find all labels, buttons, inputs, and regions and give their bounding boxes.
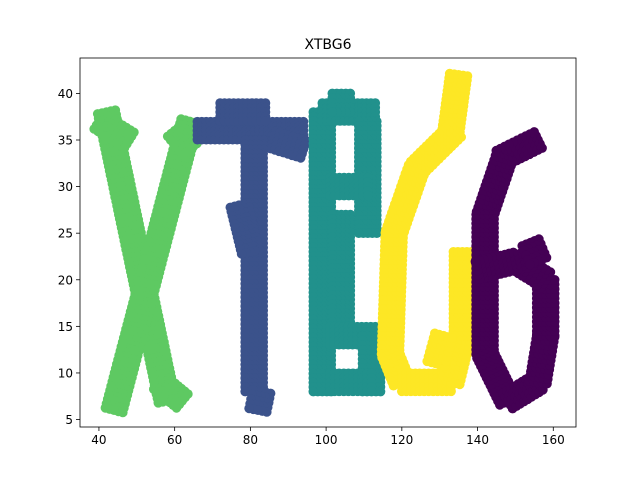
data-point — [327, 107, 338, 117]
axes: 40 60 80 100 120 140 160 5 10 15 20 25 30 35 40 — [58, 57, 577, 447]
y-tick-label: 20 — [58, 273, 73, 287]
data-point — [525, 259, 535, 270]
data-point — [354, 228, 364, 238]
data-point — [178, 150, 188, 160]
data-point — [495, 400, 505, 410]
data-point — [236, 249, 247, 259]
y-tick-label: 15 — [58, 320, 73, 334]
y-tick-label: 30 — [58, 180, 73, 194]
data-point — [100, 403, 111, 413]
x-tick-label: 100 — [315, 433, 338, 447]
data-point — [388, 380, 399, 391]
y-tick-label: 10 — [58, 366, 73, 380]
x-tick-label: 120 — [390, 433, 413, 447]
data-point — [171, 403, 182, 413]
x-tick-label: 60 — [167, 433, 182, 447]
data-point — [366, 386, 377, 397]
x-tick-label: 140 — [466, 433, 489, 447]
chart-title: XTBG6 — [304, 37, 351, 53]
data-point — [446, 386, 456, 397]
y-tick-label: 35 — [58, 134, 73, 148]
y-tick-label: 40 — [58, 87, 73, 101]
x-tick-label: 80 — [243, 433, 258, 447]
data-point — [308, 386, 319, 397]
data-point — [295, 153, 306, 163]
data-point — [470, 256, 481, 267]
data-point — [244, 403, 254, 414]
data-point — [260, 116, 271, 126]
x-tick-label: 160 — [542, 433, 565, 447]
data-point — [119, 142, 130, 153]
data-points — [89, 68, 560, 418]
y-tick-label: 25 — [58, 227, 73, 241]
y-tick-label: 5 — [65, 413, 73, 427]
plot-frame — [79, 57, 577, 428]
data-point — [363, 190, 373, 201]
data-point — [447, 333, 458, 343]
x-tick-label: 40 — [91, 433, 106, 447]
